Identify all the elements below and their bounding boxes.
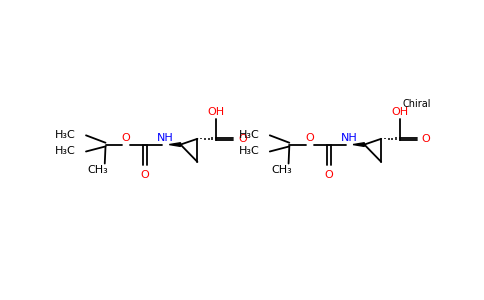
Text: OH: OH (208, 107, 225, 117)
Text: NH: NH (157, 133, 174, 143)
Polygon shape (353, 143, 364, 146)
Text: H₃C: H₃C (55, 146, 76, 157)
Text: CH₃: CH₃ (88, 165, 108, 176)
Text: O: O (324, 169, 333, 179)
Text: O: O (122, 133, 131, 143)
Polygon shape (169, 143, 181, 146)
Text: O: O (305, 133, 314, 143)
Text: OH: OH (392, 107, 408, 117)
Text: O: O (238, 134, 247, 144)
Text: H₃C: H₃C (55, 130, 76, 140)
Text: NH: NH (341, 133, 358, 143)
Text: O: O (140, 169, 149, 179)
Text: H₃C: H₃C (239, 130, 259, 140)
Text: CH₃: CH₃ (272, 165, 292, 176)
Text: Chiral: Chiral (403, 99, 431, 109)
Text: H₃C: H₃C (239, 146, 259, 157)
Text: O: O (422, 134, 430, 144)
